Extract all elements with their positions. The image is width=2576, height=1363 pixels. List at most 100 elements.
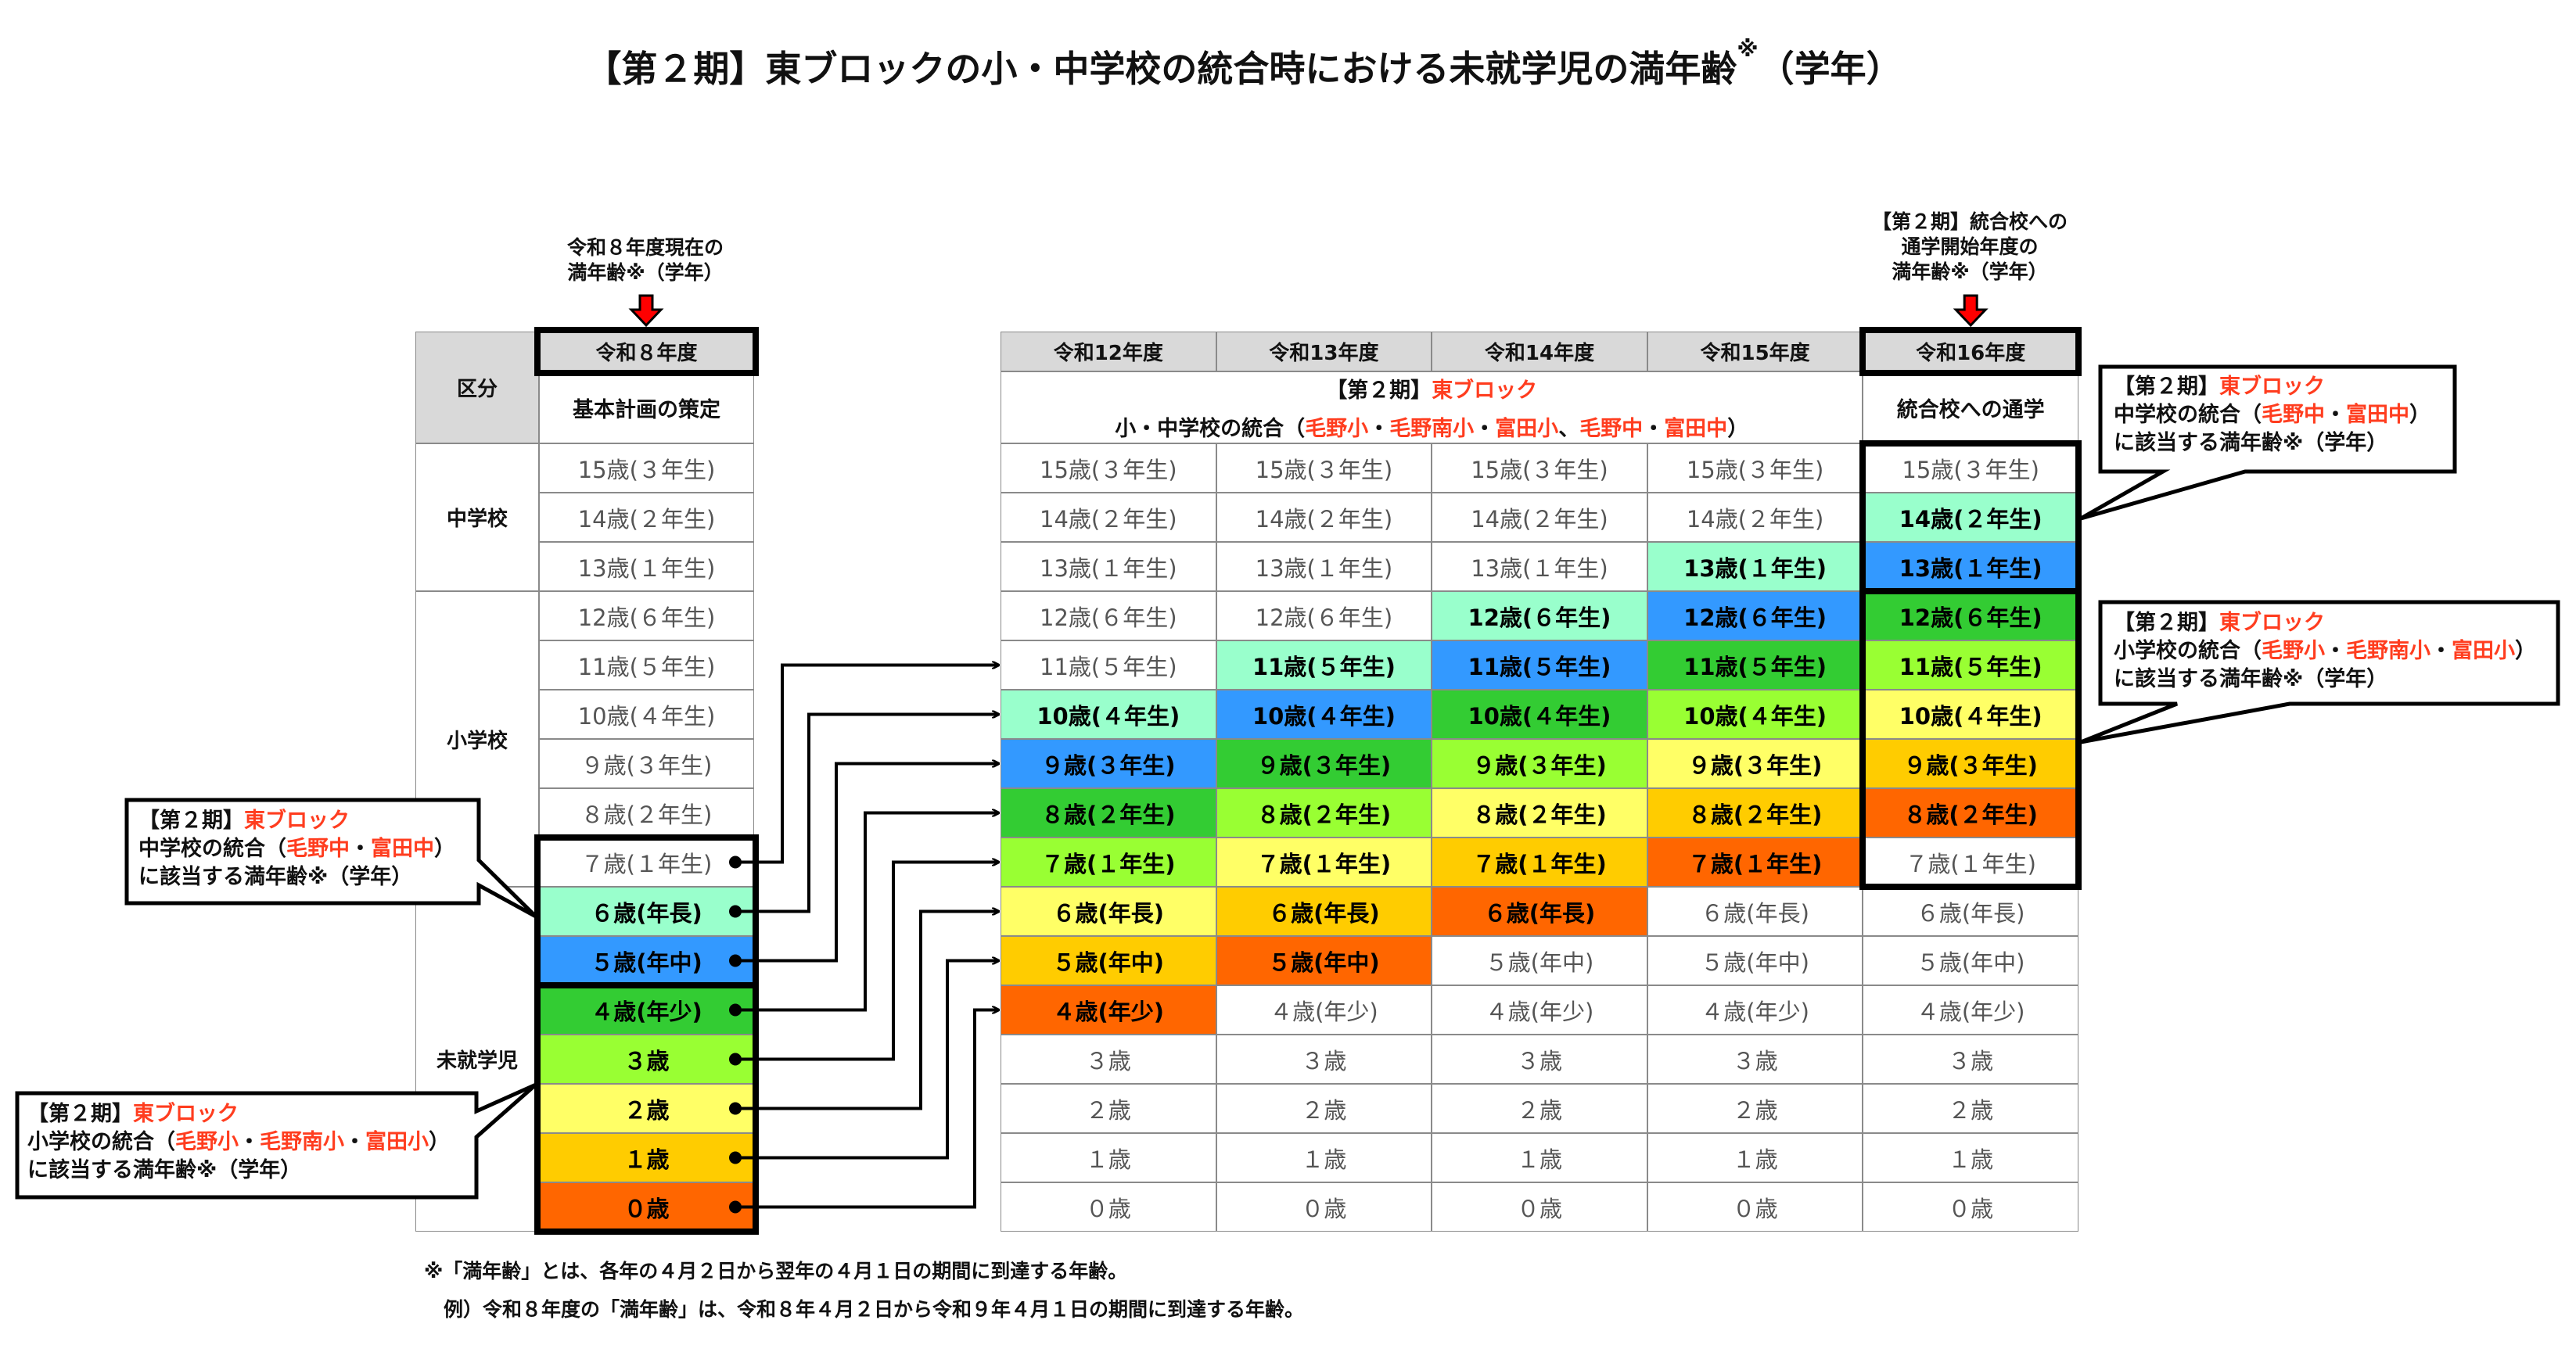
callout-bubble bbox=[2079, 364, 2457, 521]
age-cell: ８歳(２年生) bbox=[539, 788, 754, 838]
age-cell: ０歳 bbox=[1647, 1182, 1863, 1232]
age-cell: １歳 bbox=[1432, 1133, 1647, 1182]
age-cell: １歳 bbox=[539, 1133, 754, 1182]
age-cell: 10歳(４年生) bbox=[1432, 690, 1647, 739]
text-segment: に該当する満年齢※（学年） bbox=[2114, 431, 2388, 455]
age-cell: ８歳(２年生) bbox=[1001, 788, 1216, 838]
age-cell: ５歳(年中) bbox=[539, 936, 754, 985]
age-cell: ９歳(３年生) bbox=[1001, 739, 1216, 788]
connector-dot bbox=[729, 1003, 742, 1017]
age-cell: ５歳(年中) bbox=[1647, 936, 1863, 985]
age-cell: 12歳(６年生) bbox=[1432, 591, 1647, 640]
age-cell: ６歳(年長) bbox=[1001, 887, 1216, 936]
age-cell: 13歳(１年生) bbox=[1863, 542, 2078, 591]
text-segment: ・ bbox=[1643, 417, 1665, 441]
age-cell: ６歳(年長) bbox=[539, 887, 754, 936]
text-segment: ・ bbox=[1474, 417, 1496, 441]
age-cell: ２歳 bbox=[1001, 1084, 1216, 1133]
callout-line: に該当する満年齢※（学年） bbox=[138, 863, 455, 891]
text-segment: ） bbox=[434, 837, 455, 861]
callout-line: 小学校の統合（毛野小・毛野南小・富田小） bbox=[27, 1128, 450, 1157]
text-segment: ・ bbox=[239, 1130, 260, 1154]
group-0: 中学校 bbox=[415, 443, 539, 591]
footnote-example: 例）令和８年度の「満年齢」は、令和８年４月２日から令和９年４月１日の期間に到達す… bbox=[444, 1298, 1305, 1321]
red-down-arrow-icon bbox=[1953, 294, 1989, 328]
title-note-mark: ※ bbox=[1737, 36, 1759, 62]
text-segment: ・ bbox=[2325, 403, 2346, 427]
age-cell: 14歳(２年生) bbox=[1001, 493, 1216, 542]
age-cell: １歳 bbox=[1216, 1133, 1432, 1182]
age-cell: 15歳(３年生) bbox=[1216, 443, 1432, 493]
age-cell: ０歳 bbox=[1216, 1182, 1432, 1232]
callout-line: 中学校の統合（毛野中・富田中） bbox=[2114, 401, 2430, 429]
age-cell: 12歳(６年生) bbox=[1647, 591, 1863, 640]
connector-arrow bbox=[735, 813, 999, 1012]
callout-bubble bbox=[2080, 600, 2560, 744]
annotation-line: 通学開始年度の bbox=[1901, 235, 2039, 258]
school-name-highlight: 毛野中 bbox=[1579, 417, 1644, 441]
age-cell: ５歳(年中) bbox=[1001, 936, 1216, 985]
connector-arrow bbox=[735, 665, 999, 864]
age-cell: ２歳 bbox=[1863, 1084, 2078, 1133]
text-segment: に該当する満年齢※（学年） bbox=[2114, 667, 2388, 691]
age-cell: ３歳 bbox=[1001, 1035, 1216, 1084]
plan-line-1: 【第２期】東ブロック bbox=[1326, 373, 1537, 404]
annotation-current-age: 令和８年度現在の 満年齢※（学年） bbox=[548, 235, 743, 285]
text-segment: 、 bbox=[1558, 417, 1580, 441]
text-segment: ・ bbox=[2325, 639, 2346, 663]
highlight-box-r8-header bbox=[534, 327, 759, 376]
age-cell: ６歳(年長) bbox=[1647, 887, 1863, 936]
callout-line: 【第２期】東ブロック bbox=[27, 1100, 450, 1128]
school-name-highlight: 富田中 bbox=[371, 837, 434, 861]
annotation-start-age: 【第２期】統合校への 通学開始年度の 満年齢※（学年） bbox=[1845, 210, 2095, 285]
school-name-highlight: 富田小 bbox=[2452, 639, 2515, 663]
age-cell: 10歳(４年生) bbox=[1863, 690, 2078, 739]
text-segment: ） bbox=[2409, 403, 2430, 427]
year-header: 令和12年度 bbox=[1001, 332, 1216, 371]
text-segment: 小学校の統合（ bbox=[2114, 639, 2262, 663]
plan-line-2: 小・中学校の統合（毛野小・毛野南小・富田小、毛野中・富田中） bbox=[1115, 411, 1748, 442]
connector-dot bbox=[729, 1151, 742, 1164]
age-cell: 11歳(５年生) bbox=[1863, 640, 2078, 690]
connector-dot bbox=[729, 1200, 742, 1214]
callout-line: に該当する満年齢※（学年） bbox=[27, 1157, 450, 1185]
age-cell: ３歳 bbox=[1647, 1035, 1863, 1084]
text-segment: に該当する満年齢※（学年） bbox=[27, 1158, 302, 1182]
school-name-highlight: 東ブロック bbox=[2219, 611, 2325, 635]
school-name-highlight: 毛野小 bbox=[2262, 639, 2325, 663]
age-cell: ７歳(１年生) bbox=[1432, 838, 1647, 887]
school-name-highlight: 東ブロック bbox=[2219, 375, 2325, 399]
age-cell: １歳 bbox=[1647, 1133, 1863, 1182]
age-cell: 12歳(６年生) bbox=[1001, 591, 1216, 640]
red-down-arrow-icon bbox=[628, 294, 664, 328]
text-segment: ） bbox=[1727, 417, 1749, 441]
highlight-box-elementary-r16 bbox=[1859, 588, 2082, 890]
school-name-highlight: 富田小 bbox=[365, 1130, 429, 1154]
age-cell: 10歳(４年生) bbox=[1216, 690, 1432, 739]
age-cell: 14歳(２年生) bbox=[1432, 493, 1647, 542]
age-cell: １歳 bbox=[1863, 1133, 2078, 1182]
connector-arrow bbox=[735, 715, 999, 913]
connector-dot bbox=[729, 1053, 742, 1066]
text-segment: 【第２期】 bbox=[138, 809, 244, 833]
year-header: 令和13年度 bbox=[1216, 332, 1432, 371]
age-cell: ４歳(年少) bbox=[1863, 985, 2078, 1035]
annotation-line: 令和８年度現在の bbox=[566, 236, 724, 259]
age-cell: 13歳(１年生) bbox=[1647, 542, 1863, 591]
callout-bubble bbox=[124, 798, 537, 919]
age-cell: 11歳(５年生) bbox=[1432, 640, 1647, 690]
age-cell: ４歳(年少) bbox=[1001, 985, 1216, 1035]
year-header-r8: 令和８年度 bbox=[539, 332, 754, 371]
age-cell: ３歳 bbox=[1863, 1035, 2078, 1084]
age-cell: 10歳(４年生) bbox=[539, 690, 754, 739]
age-cell: ４歳(年少) bbox=[1432, 985, 1647, 1035]
school-name-highlight: 毛野南小 bbox=[1389, 417, 1475, 441]
age-cell: ４歳(年少) bbox=[1647, 985, 1863, 1035]
age-cell: ５歳(年中) bbox=[1863, 936, 2078, 985]
age-cell: ３歳 bbox=[539, 1035, 754, 1084]
age-cell: 11歳(５年生) bbox=[1216, 640, 1432, 690]
connector-arrow bbox=[735, 1010, 999, 1209]
kubun-header: 区分 bbox=[415, 332, 539, 443]
footnote-definition: ※「満年齢」とは、各年の４月２日から翌年の４月１日の期間に到達する年齢。 bbox=[424, 1260, 1128, 1282]
age-cell: 14歳(２年生) bbox=[539, 493, 754, 542]
